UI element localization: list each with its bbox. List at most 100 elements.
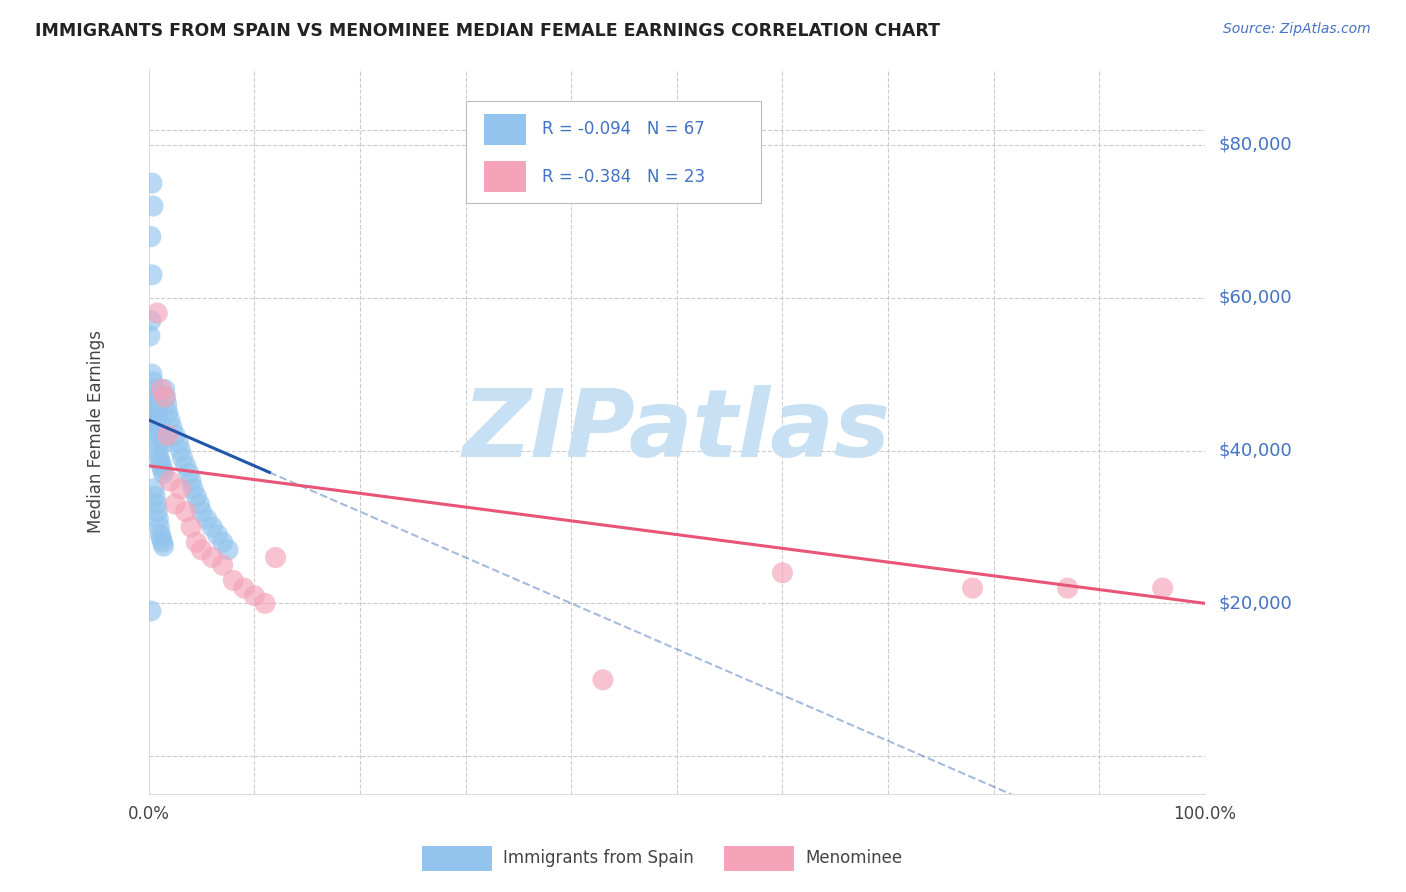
Point <box>211 558 233 573</box>
Point <box>159 474 181 488</box>
FancyBboxPatch shape <box>465 101 762 202</box>
Point <box>150 428 173 442</box>
Point <box>190 542 212 557</box>
Point <box>155 390 177 404</box>
Point <box>962 581 984 595</box>
Point <box>201 550 224 565</box>
Point <box>152 535 174 549</box>
Text: R = -0.384   N = 23: R = -0.384 N = 23 <box>541 168 704 186</box>
Point <box>232 581 254 595</box>
Point <box>141 176 163 190</box>
Point <box>217 542 239 557</box>
Point <box>142 375 165 389</box>
Text: Source: ZipAtlas.com: Source: ZipAtlas.com <box>1223 22 1371 37</box>
Point <box>592 673 614 687</box>
Point <box>156 405 179 419</box>
Point <box>139 229 162 244</box>
Point <box>201 520 224 534</box>
Point <box>148 420 170 434</box>
Point <box>1152 581 1174 595</box>
Point <box>152 436 174 450</box>
Point <box>152 463 174 477</box>
Point <box>172 451 194 466</box>
Point <box>141 268 163 282</box>
Point <box>207 527 229 541</box>
Text: $40,000: $40,000 <box>1219 442 1292 459</box>
Point <box>167 436 190 450</box>
Point <box>149 455 172 469</box>
Point <box>165 428 187 442</box>
Text: $20,000: $20,000 <box>1219 594 1292 612</box>
Point <box>146 413 169 427</box>
Point <box>143 420 166 434</box>
Point <box>152 539 174 553</box>
Point <box>169 443 191 458</box>
Point <box>160 420 183 434</box>
Point <box>152 432 174 446</box>
Point <box>222 574 245 588</box>
Point <box>152 467 174 481</box>
Point <box>143 390 166 404</box>
Point <box>150 458 173 473</box>
Point <box>177 467 200 481</box>
Text: $60,000: $60,000 <box>1219 289 1292 307</box>
Point <box>148 413 170 427</box>
Point <box>149 527 172 541</box>
Point <box>145 428 167 442</box>
Point <box>264 550 287 565</box>
Point <box>139 329 162 343</box>
Point <box>141 367 163 381</box>
Point <box>145 398 167 412</box>
Text: Menominee: Menominee <box>806 849 903 867</box>
Point <box>146 306 169 320</box>
Point <box>253 596 276 610</box>
Point <box>143 398 166 412</box>
Point <box>169 482 191 496</box>
Point <box>143 390 166 404</box>
Point <box>142 199 165 213</box>
Point <box>148 420 170 434</box>
Point <box>145 497 167 511</box>
Point <box>145 405 167 419</box>
Point <box>153 390 176 404</box>
Point <box>146 436 169 450</box>
Point <box>195 512 218 526</box>
Point <box>180 520 202 534</box>
Text: R = -0.094   N = 67: R = -0.094 N = 67 <box>541 120 704 138</box>
Point <box>146 505 169 519</box>
Point <box>772 566 794 580</box>
Point <box>148 512 170 526</box>
Point <box>165 497 187 511</box>
FancyBboxPatch shape <box>484 114 526 145</box>
Point <box>159 413 181 427</box>
Point <box>139 313 162 327</box>
Point <box>143 383 166 397</box>
Point <box>148 520 170 534</box>
Point <box>243 589 266 603</box>
Point <box>156 398 179 412</box>
Point <box>148 443 170 458</box>
Point <box>186 535 208 549</box>
Point <box>150 532 173 546</box>
Point <box>186 489 208 503</box>
Point <box>143 482 166 496</box>
Point <box>188 497 211 511</box>
Text: $80,000: $80,000 <box>1219 136 1292 154</box>
Point <box>143 489 166 503</box>
Point <box>143 413 166 427</box>
Point <box>150 383 173 397</box>
Point <box>174 458 197 473</box>
Point <box>174 505 197 519</box>
Point <box>181 482 204 496</box>
Point <box>180 474 202 488</box>
Point <box>139 604 162 618</box>
Point <box>148 451 170 466</box>
Point <box>1056 581 1078 595</box>
Point <box>190 505 212 519</box>
Point <box>156 428 179 442</box>
Text: Median Female Earnings: Median Female Earnings <box>87 330 105 533</box>
FancyBboxPatch shape <box>484 161 526 192</box>
Text: IMMIGRANTS FROM SPAIN VS MENOMINEE MEDIAN FEMALE EARNINGS CORRELATION CHART: IMMIGRANTS FROM SPAIN VS MENOMINEE MEDIA… <box>35 22 941 40</box>
Text: Immigrants from Spain: Immigrants from Spain <box>503 849 695 867</box>
Point <box>146 405 169 419</box>
